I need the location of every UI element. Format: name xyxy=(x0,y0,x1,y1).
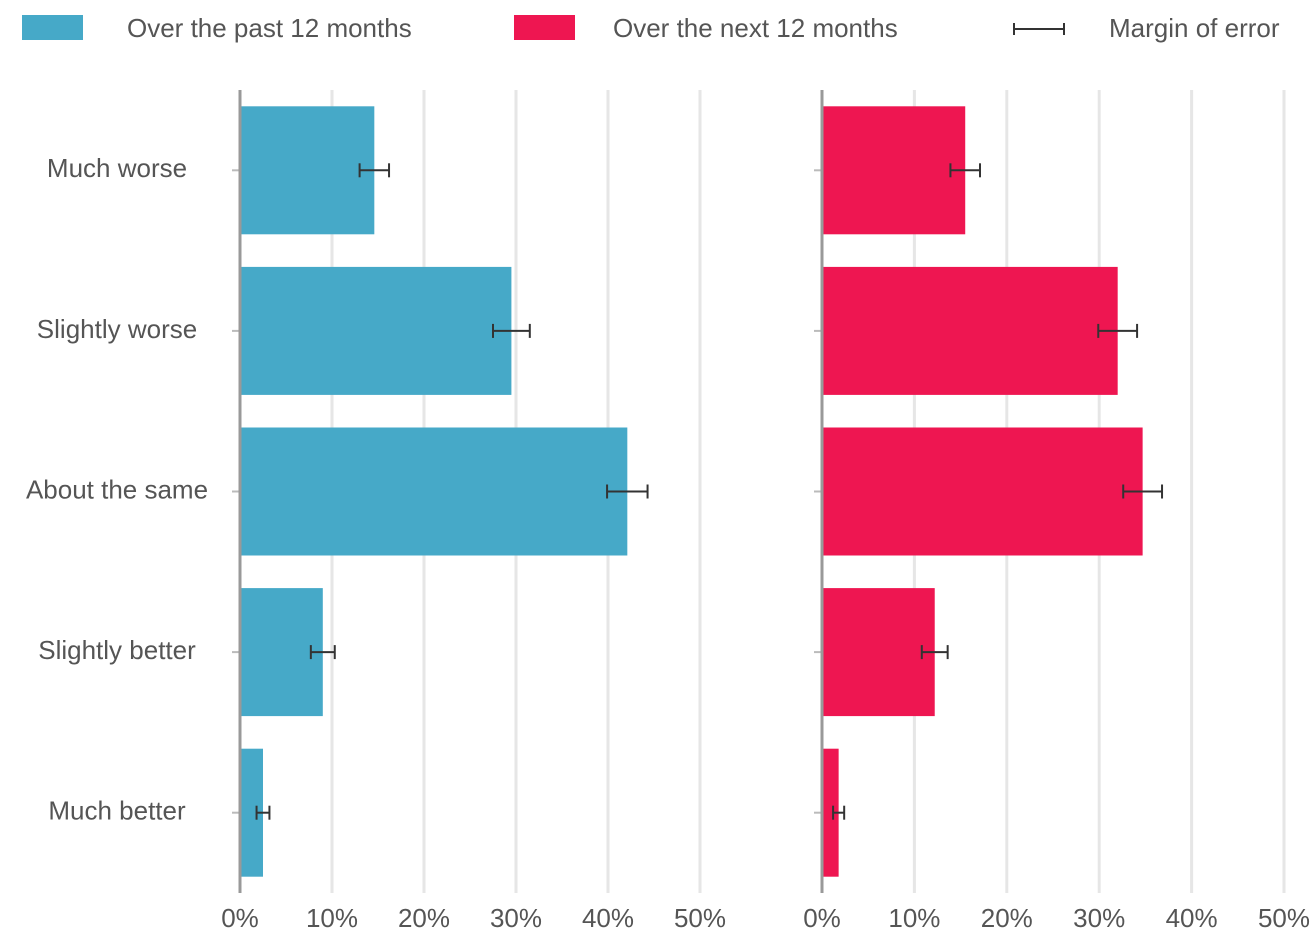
bar xyxy=(822,588,935,717)
bar xyxy=(240,106,375,235)
x-tick-label: 10% xyxy=(888,903,940,933)
bar xyxy=(240,748,263,877)
y-tick-label: About the same xyxy=(26,474,208,504)
bar xyxy=(822,748,839,877)
y-tick-label: Slightly worse xyxy=(37,314,197,344)
y-tick-label: Slightly better xyxy=(38,635,196,665)
x-tick-label: 0% xyxy=(221,903,259,933)
x-tick-label: 30% xyxy=(1073,903,1125,933)
x-tick-label: 0% xyxy=(803,903,841,933)
legend-swatch xyxy=(514,15,575,40)
bar xyxy=(240,266,512,395)
x-tick-label: 20% xyxy=(398,903,450,933)
x-tick-label: 10% xyxy=(306,903,358,933)
x-tick-label: 20% xyxy=(981,903,1033,933)
legend-label: Over the past 12 months xyxy=(127,13,412,43)
x-tick-label: 50% xyxy=(1258,903,1310,933)
bar xyxy=(822,266,1118,395)
x-tick-label: 50% xyxy=(674,903,726,933)
legend-swatch xyxy=(22,15,83,40)
bar xyxy=(240,427,628,556)
y-tick-label: Much worse xyxy=(47,153,187,183)
bar xyxy=(822,106,966,235)
x-tick-label: 40% xyxy=(1166,903,1218,933)
y-tick-label: Much better xyxy=(48,796,186,826)
x-tick-label: 40% xyxy=(582,903,634,933)
legend-label: Margin of error xyxy=(1109,13,1280,43)
legend-label: Over the next 12 months xyxy=(613,13,898,43)
x-tick-label: 30% xyxy=(490,903,542,933)
bar xyxy=(822,427,1143,556)
bar xyxy=(240,588,323,717)
